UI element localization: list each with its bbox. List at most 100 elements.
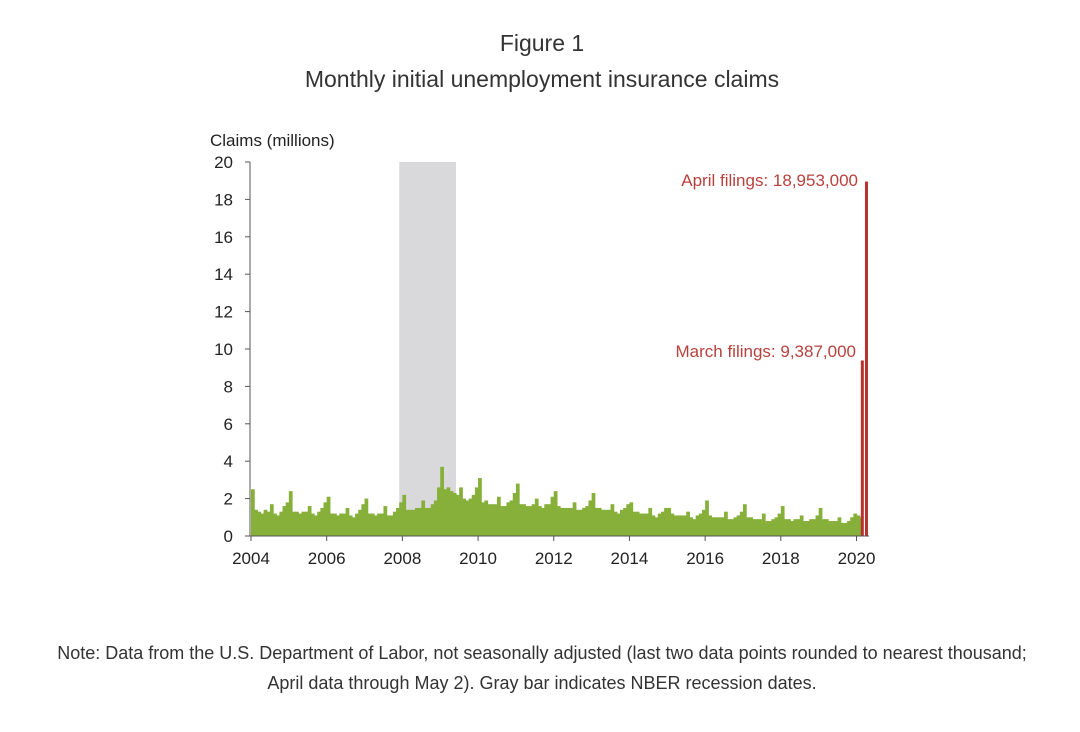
bar bbox=[544, 504, 549, 536]
bar bbox=[714, 517, 719, 536]
bar bbox=[847, 521, 851, 536]
recession-bar bbox=[399, 162, 456, 536]
bar bbox=[821, 519, 826, 536]
bar bbox=[364, 498, 369, 536]
bar bbox=[553, 491, 558, 536]
bar bbox=[616, 513, 621, 536]
bar bbox=[367, 513, 372, 536]
bar bbox=[490, 504, 495, 536]
bar bbox=[519, 504, 523, 536]
bar bbox=[812, 519, 817, 536]
bar bbox=[396, 507, 400, 536]
bar bbox=[547, 504, 552, 536]
bar bbox=[802, 521, 807, 536]
bar bbox=[503, 506, 508, 536]
bar bbox=[452, 492, 457, 536]
x-tick-label: 2018 bbox=[762, 549, 800, 568]
bar bbox=[689, 517, 694, 536]
bar bbox=[348, 515, 353, 536]
bar bbox=[736, 515, 741, 536]
bar bbox=[541, 507, 545, 536]
bar bbox=[446, 487, 451, 536]
bar bbox=[761, 513, 766, 536]
bar bbox=[683, 515, 687, 536]
bar bbox=[783, 519, 788, 536]
bar bbox=[632, 511, 637, 536]
bar bbox=[698, 513, 703, 536]
bar bbox=[739, 511, 744, 536]
bar bbox=[437, 487, 441, 536]
y-tick-label: 18 bbox=[214, 190, 233, 209]
bar bbox=[377, 513, 381, 536]
chart-text: Claims (millions) April filings: 18,953,… bbox=[210, 131, 858, 361]
bar bbox=[301, 511, 306, 536]
bar bbox=[386, 515, 391, 536]
bar bbox=[251, 489, 255, 536]
bar bbox=[266, 511, 271, 536]
bar bbox=[528, 506, 533, 536]
bar bbox=[619, 509, 624, 536]
bar bbox=[749, 517, 754, 536]
bar bbox=[484, 500, 489, 536]
bar bbox=[459, 487, 463, 536]
figure-label: Figure 1 bbox=[499, 30, 585, 56]
bar bbox=[380, 513, 385, 536]
bar bbox=[418, 507, 422, 536]
bar bbox=[654, 517, 659, 536]
bar bbox=[522, 504, 526, 536]
bar bbox=[860, 360, 864, 536]
bar bbox=[843, 522, 848, 536]
bar bbox=[389, 515, 394, 536]
bar bbox=[588, 500, 593, 536]
bar bbox=[345, 507, 350, 536]
bar bbox=[629, 502, 634, 536]
bar bbox=[326, 496, 331, 536]
bar bbox=[575, 509, 580, 536]
bar bbox=[695, 515, 700, 536]
bar bbox=[645, 513, 649, 536]
bar bbox=[282, 506, 287, 536]
bar bbox=[556, 506, 561, 536]
bar bbox=[370, 513, 375, 536]
bar bbox=[727, 519, 731, 536]
bar bbox=[295, 511, 299, 536]
bar bbox=[604, 509, 608, 536]
y-tick-label: 0 bbox=[224, 527, 233, 546]
x-tick-label: 2016 bbox=[686, 549, 724, 568]
bar bbox=[635, 511, 640, 536]
bar bbox=[462, 498, 467, 536]
x-tick-label: 2010 bbox=[459, 549, 497, 568]
bar bbox=[806, 521, 810, 536]
bar bbox=[777, 513, 782, 536]
bar bbox=[515, 483, 520, 536]
bar bbox=[864, 181, 868, 536]
bar bbox=[809, 519, 813, 536]
bar bbox=[392, 511, 397, 536]
bar bbox=[487, 504, 492, 536]
bar bbox=[670, 513, 675, 536]
bar bbox=[421, 500, 426, 536]
bar bbox=[257, 511, 262, 536]
bar bbox=[730, 519, 735, 536]
bar bbox=[733, 517, 738, 536]
bar bbox=[642, 513, 646, 536]
bar bbox=[607, 509, 612, 536]
bar bbox=[774, 517, 779, 536]
bar bbox=[411, 509, 416, 536]
bar bbox=[408, 509, 413, 536]
bar bbox=[481, 502, 485, 536]
bar bbox=[834, 521, 839, 536]
bar bbox=[471, 494, 476, 536]
bar bbox=[560, 507, 564, 536]
bar bbox=[793, 519, 798, 536]
bar bbox=[468, 498, 473, 536]
bar bbox=[850, 517, 854, 536]
bar bbox=[856, 515, 861, 536]
bar bbox=[373, 515, 378, 536]
bar bbox=[623, 507, 627, 536]
bar bbox=[405, 509, 410, 536]
bar bbox=[550, 496, 555, 536]
bar bbox=[304, 511, 309, 536]
bar bbox=[424, 507, 429, 536]
x-tick-label: 2004 bbox=[232, 549, 270, 568]
